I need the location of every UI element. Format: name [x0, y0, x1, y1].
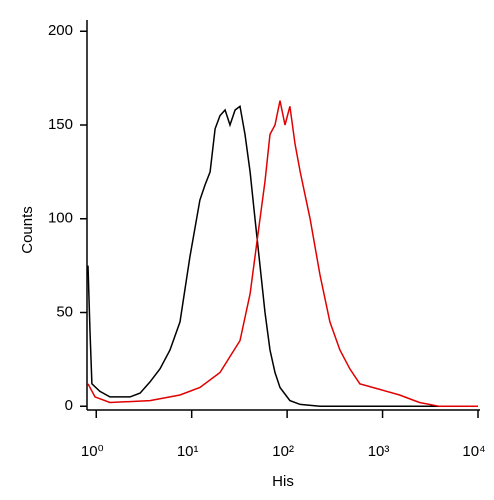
- histogram-line: [87, 100, 478, 408]
- x-tick-label: 10⁰: [81, 443, 104, 460]
- y-tick-label: 200: [48, 22, 73, 39]
- y-tick-label: 50: [56, 303, 73, 320]
- y-tick-label: 0: [65, 397, 73, 414]
- x-tick-label: 10⁴: [462, 443, 485, 460]
- x-tick-label: 10²: [272, 443, 294, 460]
- x-axis-label: His: [272, 473, 294, 490]
- x-tick-label: 10¹: [177, 443, 199, 460]
- histogram-line: [87, 104, 478, 408]
- y-tick-label: 100: [48, 210, 73, 227]
- y-axis-label: Counts: [19, 206, 36, 254]
- x-tick-label: 10³: [368, 443, 390, 460]
- y-tick-label: 150: [48, 116, 73, 133]
